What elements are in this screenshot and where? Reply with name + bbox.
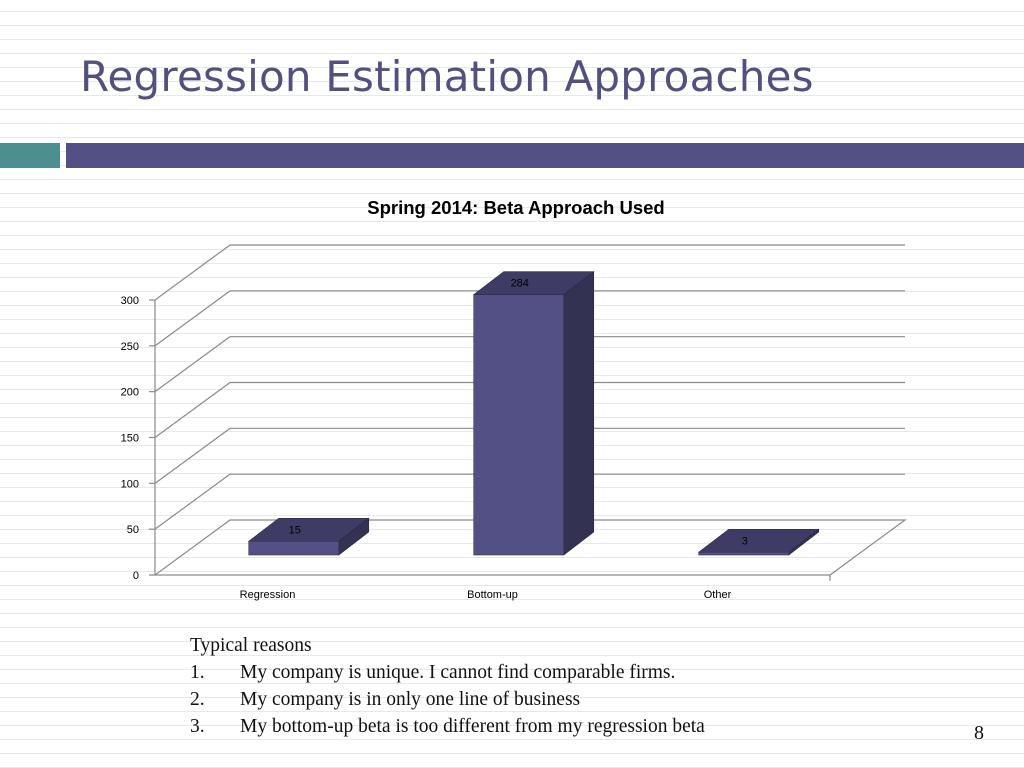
accent-bar-purple — [66, 143, 1024, 168]
wall-gridline — [154, 244, 231, 301]
reason-item: 3. My bottom-up beta is too different fro… — [190, 713, 705, 740]
y-tick-label: 150 — [121, 433, 139, 445]
wall-gridline — [154, 382, 231, 438]
reason-number: 1. — [190, 662, 205, 683]
reason-text: My company is unique. I cannot find comp… — [240, 662, 676, 683]
wall-gridline — [154, 336, 231, 393]
bar-top — [697, 528, 820, 553]
bar — [248, 540, 340, 556]
x-category-label: Other — [704, 589, 732, 601]
chart-title: Spring 2014: Beta Approach Used — [367, 197, 664, 218]
wall-gridline — [154, 290, 231, 347]
page-number: 8 — [974, 722, 984, 744]
reasons-list: Typical reasons 1. My company is unique. … — [190, 632, 705, 740]
bar-side — [563, 271, 595, 556]
chart-svg: Spring 2014: Beta Approach Used 0 50 100 150… — [121, 197, 907, 601]
reason-item: 1. My company is unique. I cannot find co… — [190, 659, 705, 686]
accent-bar-teal — [0, 143, 60, 168]
bar-chart: Spring 2014: Beta Approach Used 0 50 100 150… — [100, 185, 940, 615]
x-category-label: Bottom-up — [467, 589, 518, 601]
bar — [473, 294, 565, 556]
slide-title: Regression Estimation Approaches — [80, 52, 814, 101]
reason-number: 2. — [190, 689, 205, 710]
reason-number: 3. — [190, 716, 205, 737]
y-tick-label: 100 — [121, 478, 139, 490]
bar — [698, 551, 790, 556]
data-label: 15 — [289, 524, 301, 536]
wall-gridline — [154, 427, 231, 484]
reasons-items: 1. My company is unique. I cannot find co… — [190, 659, 705, 740]
y-tick-label: 0 — [133, 570, 139, 582]
reason-text: My company is in only one line of busine… — [240, 689, 581, 710]
reason-text: My bottom-up beta is too different from … — [240, 716, 705, 737]
data-label: 284 — [511, 278, 529, 290]
reasons-heading: Typical reasons — [190, 635, 312, 656]
data-label: 3 — [742, 535, 748, 547]
y-tick-label: 50 — [127, 524, 139, 536]
y-tick-label: 250 — [121, 341, 139, 353]
x-category-label: Regression — [240, 589, 296, 601]
wall-gridline — [154, 473, 231, 530]
y-tick-label: 300 — [121, 295, 139, 307]
reason-item: 2. My company is in only one line of busi… — [190, 686, 705, 713]
y-tick-label: 200 — [121, 387, 139, 399]
chart-floor — [153, 519, 907, 576]
